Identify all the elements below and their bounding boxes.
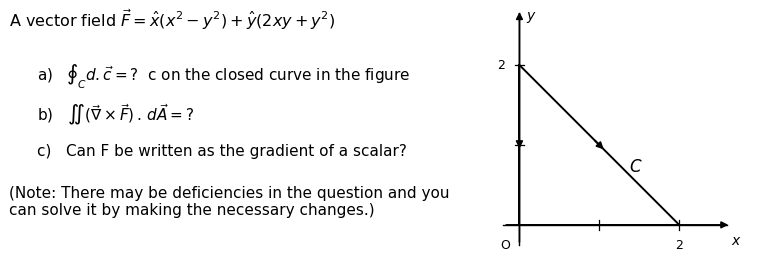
Text: b)   $\iint(\vec{\nabla} \times \vec{F})\,. \,d\vec{A} =?$: b) $\iint(\vec{\nabla} \times \vec{F})\,…: [37, 103, 194, 128]
Text: 2: 2: [675, 239, 683, 252]
Text: C: C: [629, 158, 641, 176]
Text: 2: 2: [497, 59, 505, 71]
Text: O: O: [500, 239, 510, 252]
Text: x: x: [731, 235, 739, 248]
Text: a)   $\oint_C d.\vec{c} =?$  c on the closed curve in the figure: a) $\oint_C d.\vec{c} =?$ c on the close…: [37, 62, 410, 91]
Text: y: y: [526, 9, 534, 23]
Text: c)   Can F be written as the gradient of a scalar?: c) Can F be written as the gradient of a…: [37, 144, 407, 159]
Text: (Note: There may be deficiencies in the question and you
can solve it by making : (Note: There may be deficiencies in the …: [9, 186, 450, 218]
Text: A vector field $\vec{F} = \hat{x}(x^2 - y^2) + \hat{y}(2xy + y^2)$: A vector field $\vec{F} = \hat{x}(x^2 - …: [9, 8, 336, 32]
